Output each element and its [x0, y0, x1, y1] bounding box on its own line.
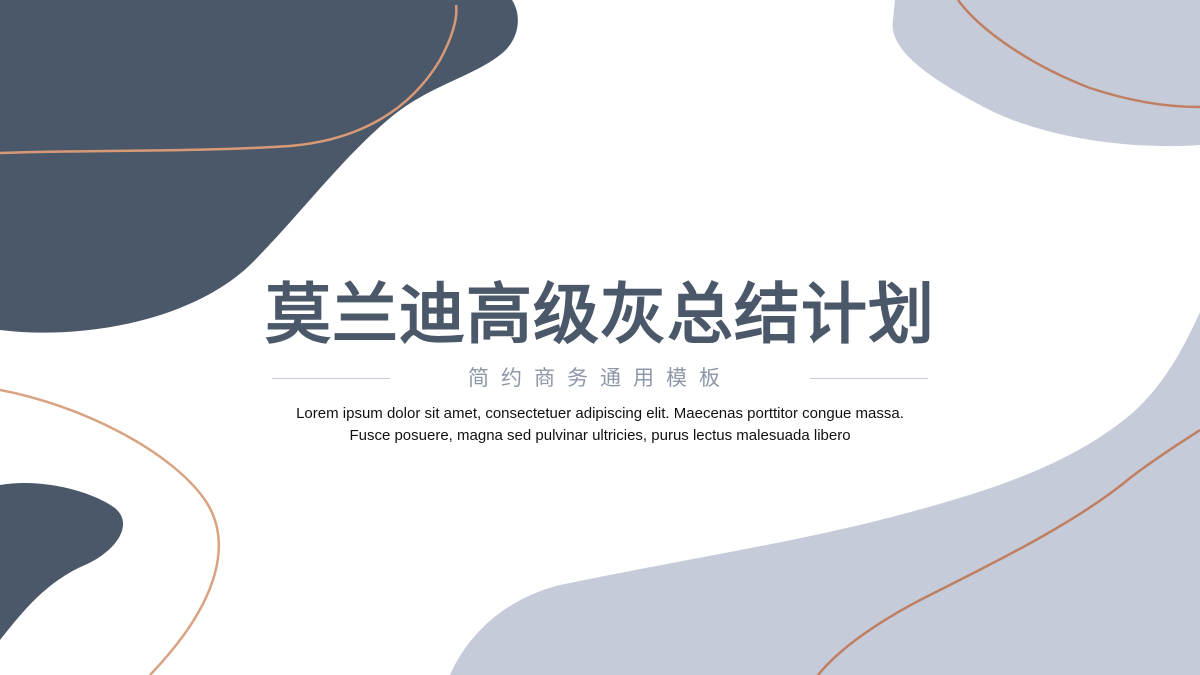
bottom-left-dark-blob	[0, 482, 124, 640]
copper-line-top-right	[956, 0, 1200, 109]
description-line-1: Lorem ipsum dolor sit amet, consectetuer…	[296, 405, 904, 422]
description: Lorem ipsum dolor sit amet, consectetuer…	[0, 403, 1200, 447]
top-right-light-blob	[892, 0, 1200, 147]
top-left-dark-blob	[0, 0, 518, 333]
bottom-right-light-wave	[450, 312, 1200, 675]
subtitle-divider-left	[272, 378, 390, 379]
description-line-2: Fusce posuere, magna sed pulvinar ultric…	[349, 427, 851, 444]
copper-line-bottom-left	[0, 388, 220, 675]
copper-line-top-left	[0, 4, 458, 155]
main-title: 莫兰迪高级灰总结计划	[265, 275, 935, 353]
copper-line-bottom-right	[817, 428, 1200, 675]
title-block: 莫兰迪高级灰总结计划	[0, 272, 1200, 356]
subtitle-row: 简约商务通用模板	[272, 362, 928, 394]
subtitle-divider-right	[810, 378, 928, 379]
subtitle: 简约商务通用模板	[468, 366, 732, 390]
